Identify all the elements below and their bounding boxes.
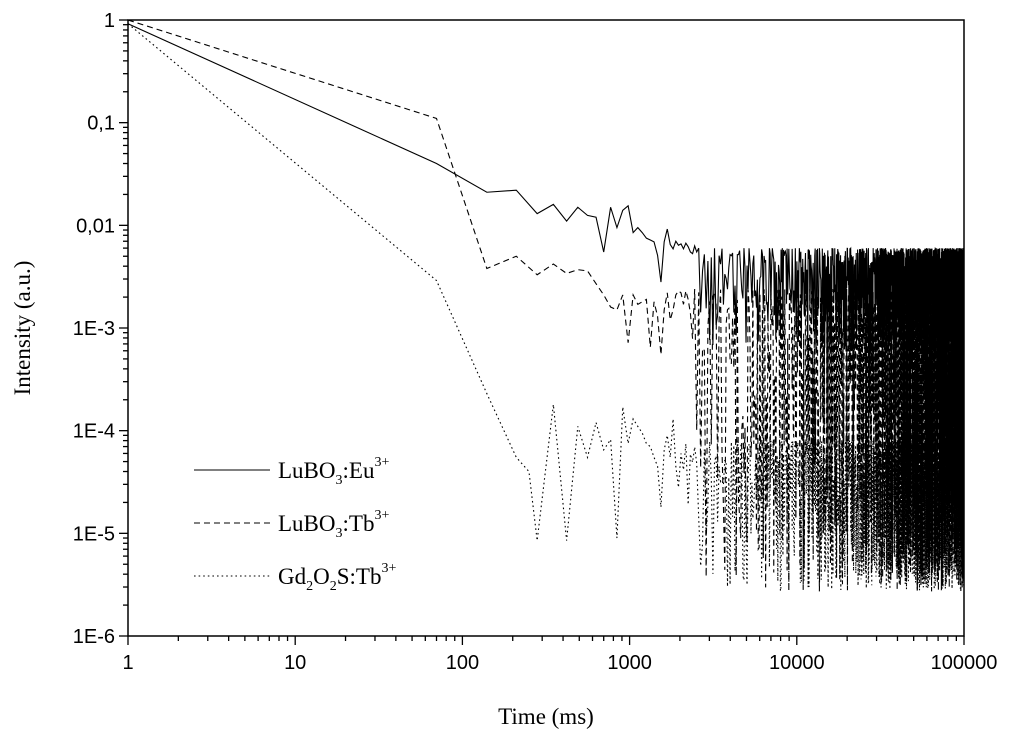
y-tick-label: 1E-5 (73, 523, 115, 545)
x-tick-label: 100000 (931, 652, 998, 674)
x-tick-label: 10000 (769, 652, 825, 674)
x-axis-label: Time (ms) (498, 704, 594, 729)
x-tick-label: 100 (446, 652, 479, 674)
y-tick-label: 1E-4 (73, 421, 115, 443)
legend-label-3: Gd2O2S:Tb3+ (278, 561, 396, 594)
x-tick-labels: 1 10 100 1000 10000 100000 (122, 652, 997, 674)
series-line-2 (128, 20, 964, 592)
tick-layer (119, 19, 965, 645)
y-tick-labels: 1 0,1 0,01 1E-3 1E-4 1E-5 1E-6 (73, 10, 115, 648)
series-layer (128, 20, 964, 592)
y-tick-label: 0,01 (76, 215, 115, 237)
y-tick-label: 0,1 (87, 113, 115, 135)
x-tick-label: 1000 (607, 652, 652, 674)
x-tick-label: 10 (284, 652, 306, 674)
legend-label-1: LuBO3:Eu3+ (278, 455, 389, 488)
y-tick-label: 1 (104, 10, 115, 32)
y-tick-label: 1E-6 (73, 626, 115, 648)
series-line-1 (128, 23, 964, 351)
legend-label-2: LuBO3:Tb3+ (278, 508, 389, 541)
series-line-3 (128, 23, 964, 592)
x-tick-label: 1 (122, 652, 133, 674)
y-tick-label: 1E-3 (73, 318, 115, 340)
legend: LuBO3:Eu3+ LuBO3:Tb3+ Gd2O2S:Tb3+ (194, 455, 396, 594)
y-axis-label: Intensity (a.u.) (10, 261, 35, 396)
